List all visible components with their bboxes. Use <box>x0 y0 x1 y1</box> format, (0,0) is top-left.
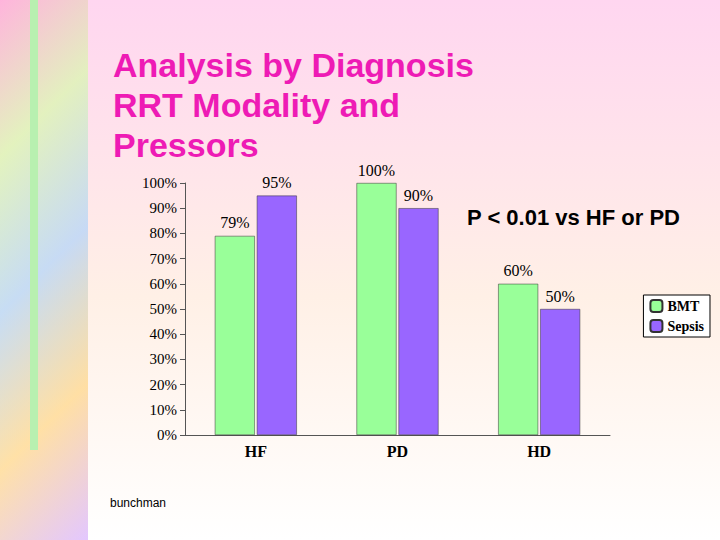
svg-text:50%: 50% <box>546 288 575 305</box>
svg-text:Analysis by Diagnosis: Analysis by Diagnosis <box>113 46 483 84</box>
svg-text:90%: 90% <box>150 200 178 216</box>
svg-text:Pressors: Pressors <box>113 126 259 164</box>
svg-text:20%: 20% <box>150 377 178 393</box>
svg-text:30%: 30% <box>150 351 178 367</box>
svg-text:10%: 10% <box>150 402 178 418</box>
svg-text:0%: 0% <box>157 427 177 443</box>
svg-text:70%: 70% <box>150 251 178 267</box>
svg-text:50%: 50% <box>150 301 178 317</box>
svg-text:BMT: BMT <box>667 299 700 314</box>
svg-text:80%: 80% <box>150 225 178 241</box>
svg-text:RRT Modality and: RRT Modality and <box>113 86 410 124</box>
svg-text:95%: 95% <box>262 174 291 191</box>
svg-text:HD: HD <box>527 443 551 460</box>
svg-text:79%: 79% <box>220 214 249 231</box>
svg-text:60%: 60% <box>504 262 533 279</box>
svg-text:40%: 40% <box>150 326 178 342</box>
svg-text:PD: PD <box>387 443 408 460</box>
svg-text:P < 0.01 vs HF or PD: P < 0.01 vs HF or PD <box>467 205 680 230</box>
svg-text:100%: 100% <box>358 162 395 179</box>
svg-text:90%: 90% <box>404 187 433 204</box>
svg-text:Sepsis: Sepsis <box>667 319 704 334</box>
svg-text:100%: 100% <box>142 175 177 191</box>
svg-text:bunchman: bunchman <box>110 496 166 510</box>
svg-text:HF: HF <box>245 443 267 460</box>
svg-text:60%: 60% <box>150 276 178 292</box>
